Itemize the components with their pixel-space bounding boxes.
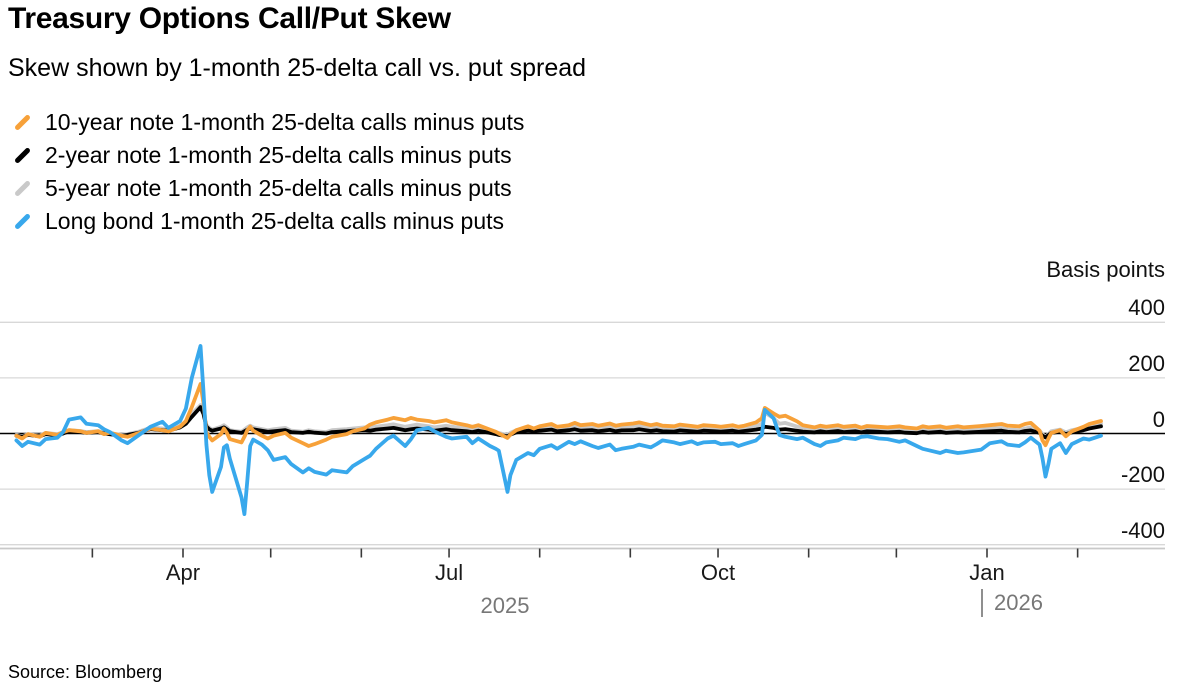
y-axis-label: 0 <box>1152 406 1165 432</box>
y-axis-label: 400 <box>1128 295 1165 321</box>
legend-item-long-bond: Long bond 1-month 25-delta calls minus p… <box>10 205 524 238</box>
y-axis-label: -400 <box>1120 517 1165 543</box>
series-line-0 <box>14 382 1103 448</box>
x-axis-label: Jan <box>969 560 1005 585</box>
y-axis-label: -200 <box>1120 462 1165 488</box>
y-axis-unit-label: Basis points <box>1046 257 1165 282</box>
source-note: Source: Bloomberg <box>8 662 163 682</box>
y-axis-label: 200 <box>1128 350 1165 376</box>
series-line-3 <box>14 343 1103 516</box>
legend-item-10-year: 10-year note 1-month 25-delta calls minu… <box>10 106 524 139</box>
year-divider-bar <box>981 589 983 617</box>
year-group-2026: 2026 <box>981 589 1043 617</box>
legend-label: 10-year note 1-month 25-delta calls minu… <box>45 109 525 135</box>
x-axis-label: Jul <box>434 560 464 585</box>
legend-label: Long bond 1-month 25-delta calls minus p… <box>45 208 505 234</box>
year-label-2026: 2026 <box>994 590 1043 615</box>
chart-title: Treasury Options Call/Put Skew <box>8 2 451 35</box>
year-label-2025: 2025 <box>480 593 530 618</box>
x-axis-label: Apr <box>165 560 201 585</box>
chart-subtitle: Skew shown by 1-month 25-delta call vs. … <box>8 54 587 82</box>
legend-label: 2-year note 1-month 25-delta calls minus… <box>45 142 512 168</box>
x-axis-label: Oct <box>700 560 736 585</box>
legend-label: 5-year note 1-month 25-delta calls minus… <box>45 175 512 201</box>
legend-item-2-year: 2-year note 1-month 25-delta calls minus… <box>10 139 524 172</box>
legend-item-5-year: 5-year note 1-month 25-delta calls minus… <box>10 172 524 205</box>
legend: 10-year note 1-month 25-delta calls minu… <box>10 106 524 238</box>
